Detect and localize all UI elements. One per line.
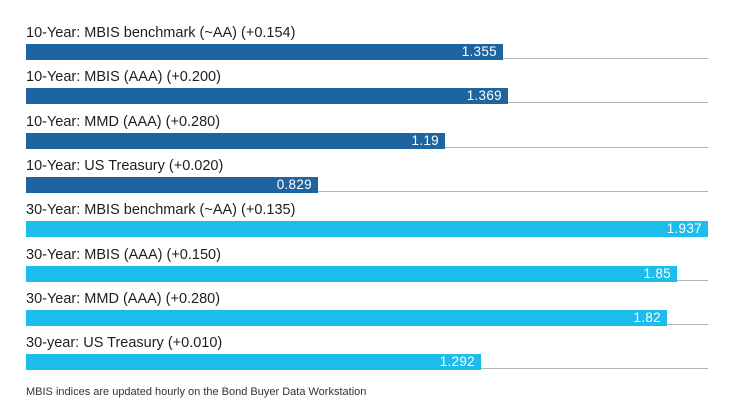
bar-row: 10-Year: MBIS (AAA) (+0.200) 1.369	[0, 68, 740, 112]
bar-value-label: 1.19	[411, 132, 439, 148]
bar-value-label: 1.937	[666, 221, 702, 237]
bar-category-label: 10-Year: MMD (AAA) (+0.280)	[26, 113, 221, 130]
bar-category-label: 30-Year: MMD (AAA) (+0.280)	[26, 290, 221, 307]
bar-value-label: 1.292	[439, 354, 475, 370]
bar-value-label: 1.355	[461, 44, 497, 59]
bar-category-label: 10-Year: US Treasury (+0.020)	[26, 157, 224, 174]
bar-row: 30-Year: MMD (AAA) (+0.280) 1.82	[0, 290, 740, 334]
bar-row: 30-year: US Treasury (+0.010) 1.292	[0, 334, 740, 378]
bar	[26, 132, 445, 149]
bar	[26, 265, 677, 282]
bar	[26, 176, 318, 193]
bar-row: 10-Year: MMD (AAA) (+0.280) 1.19	[0, 113, 740, 157]
chart-footnote: MBIS indices are updated hourly on the B…	[26, 386, 367, 398]
bar-row: 10-Year: MBIS benchmark (~AA) (+0.154) 1.…	[0, 24, 740, 68]
bar-category-label: 30-Year: MBIS (AAA) (+0.150)	[26, 246, 221, 263]
bar-row: 30-Year: MBIS benchmark (~AA) (+0.135) 1.…	[0, 201, 740, 245]
bar-category-label: 10-Year: MBIS benchmark (~AA) (+0.154)	[26, 25, 296, 41]
bar	[26, 221, 708, 238]
bar-category-label: 30-year: US Treasury (+0.010)	[26, 335, 223, 352]
bar-value-label: 1.85	[643, 265, 671, 281]
bar-value-label: 1.369	[466, 88, 502, 104]
bar-category-label: 10-Year: MBIS (AAA) (+0.200)	[26, 69, 221, 86]
bar-row: 10-Year: US Treasury (+0.020) 0.829	[0, 157, 740, 201]
bar	[26, 354, 481, 371]
bar-baseline	[26, 190, 708, 192]
bar	[26, 88, 508, 105]
bar	[26, 309, 667, 326]
bar	[26, 44, 503, 60]
bar-row: 30-Year: MBIS (AAA) (+0.150) 1.85	[0, 246, 740, 290]
bar-value-label: 1.82	[633, 309, 661, 325]
bar-category-label: 30-Year: MBIS benchmark (~AA) (+0.135)	[26, 202, 296, 219]
bar-value-label: 0.829	[276, 176, 312, 192]
